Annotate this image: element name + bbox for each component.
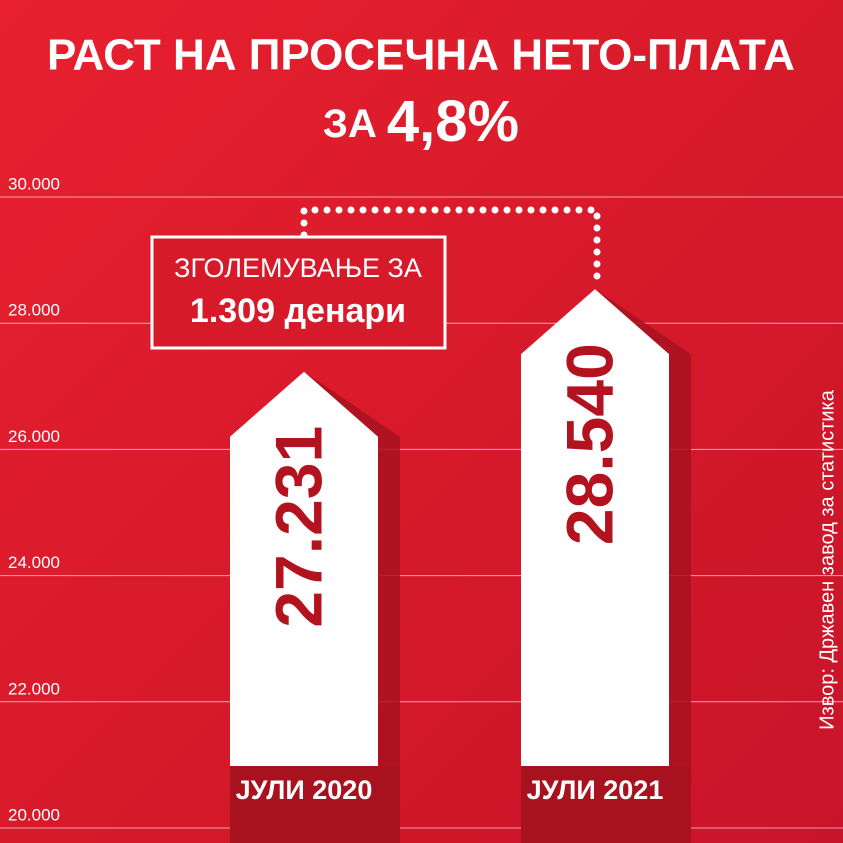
- category-box: [230, 766, 400, 843]
- chart-subtitle: ЗА 4,8%: [323, 89, 519, 154]
- category-box: [521, 766, 691, 843]
- y-tick-label: 26.000: [8, 427, 60, 446]
- bar: [521, 289, 669, 766]
- annotation-line: 1.309 денари: [190, 292, 406, 330]
- y-tick-label: 20.000: [8, 805, 60, 824]
- bars: 27.231 28.540: [230, 289, 691, 843]
- bar: [230, 371, 378, 766]
- y-tick-label: 24.000: [8, 553, 60, 572]
- annotation-line: ЗГОЛЕМУВАЊЕ ЗА: [174, 253, 422, 283]
- value-label: 27.231: [261, 426, 335, 628]
- annotation-box: [150, 235, 447, 350]
- y-tick-label: 22.000: [8, 679, 60, 698]
- value-label: 28.540: [552, 343, 626, 545]
- connector: [300, 206, 601, 284]
- y-tick-label: 28.000: [8, 301, 60, 320]
- y-tick-label: 30.000: [8, 174, 60, 193]
- chart-title: РАСТ НА ПРОСЕЧНА НЕТО-ПЛАТА: [47, 31, 795, 80]
- subtitle-part: 4,8%: [387, 89, 519, 154]
- subtitle-part: ЗА: [323, 102, 377, 146]
- source: Извор: Државен завод за статистика: [816, 389, 838, 730]
- x-tick-label: ЈУЛИ 2021: [526, 775, 664, 805]
- x-tick-label: ЈУЛИ 2020: [235, 775, 373, 805]
